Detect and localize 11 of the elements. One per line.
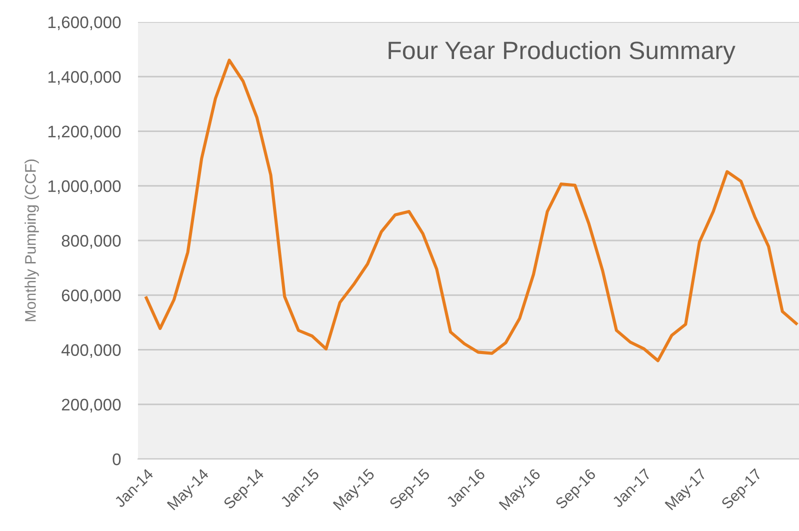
text: Four Year Production Summary [388,40,736,64]
y-tick-label: 200,000 [62,398,121,413]
y-tick-label: 0 [112,453,121,466]
y-tick-label: 400,000 [61,344,121,358]
y-tick-label: 1,000,000 [48,180,121,194]
y-tick-label: 1,200,000 [48,126,121,140]
y-tick-label: 600,000 [62,290,121,304]
y-tick-label: 800,000 [62,234,121,249]
y-tick-label: 1,600,000 [48,16,121,30]
y-axis-title: Monthly Pumping (CCF) [24,160,39,322]
y-tick-label: 1,400,000 [48,71,121,85]
